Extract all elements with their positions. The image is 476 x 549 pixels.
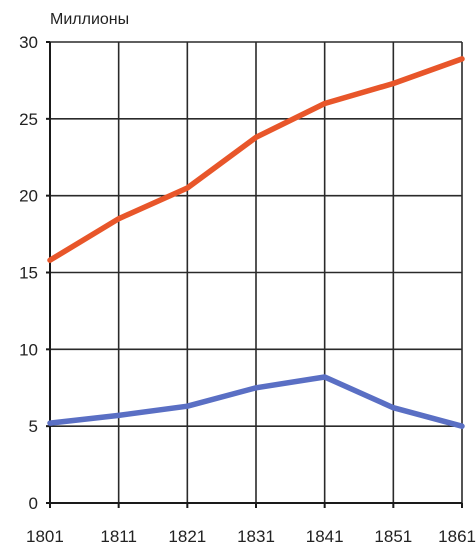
gridlines (50, 41, 463, 503)
axes (46, 41, 463, 508)
series-lines (47, 56, 465, 429)
x-tick-labels: 1801 1811 1821 1831 1841 1851 1861 (26, 527, 476, 546)
x-tick-label: 1811 (100, 527, 137, 546)
x-tick-label: 1831 (237, 527, 275, 546)
y-tick-label: 30 (19, 33, 38, 52)
y-tick-label: 15 (19, 264, 38, 283)
x-tick-label: 1841 (306, 527, 344, 546)
y-tick-labels: 0 5 10 15 20 25 30 (19, 33, 38, 513)
series-line-1 (47, 56, 465, 263)
y-tick-label: 5 (29, 417, 38, 436)
y-tick-label: 0 (29, 494, 38, 513)
y-tick-label: 10 (19, 340, 38, 359)
y-tick-label: 20 (19, 187, 38, 206)
x-tick-label: 1801 (26, 527, 64, 546)
y-axis-label: Миллионы (50, 11, 129, 28)
x-tick-label: 1851 (374, 527, 412, 546)
series-line-2 (47, 374, 465, 429)
y-tick-label: 25 (19, 110, 38, 129)
x-tick-label: 1821 (168, 527, 206, 546)
x-tick-label: 1861 (438, 527, 476, 546)
